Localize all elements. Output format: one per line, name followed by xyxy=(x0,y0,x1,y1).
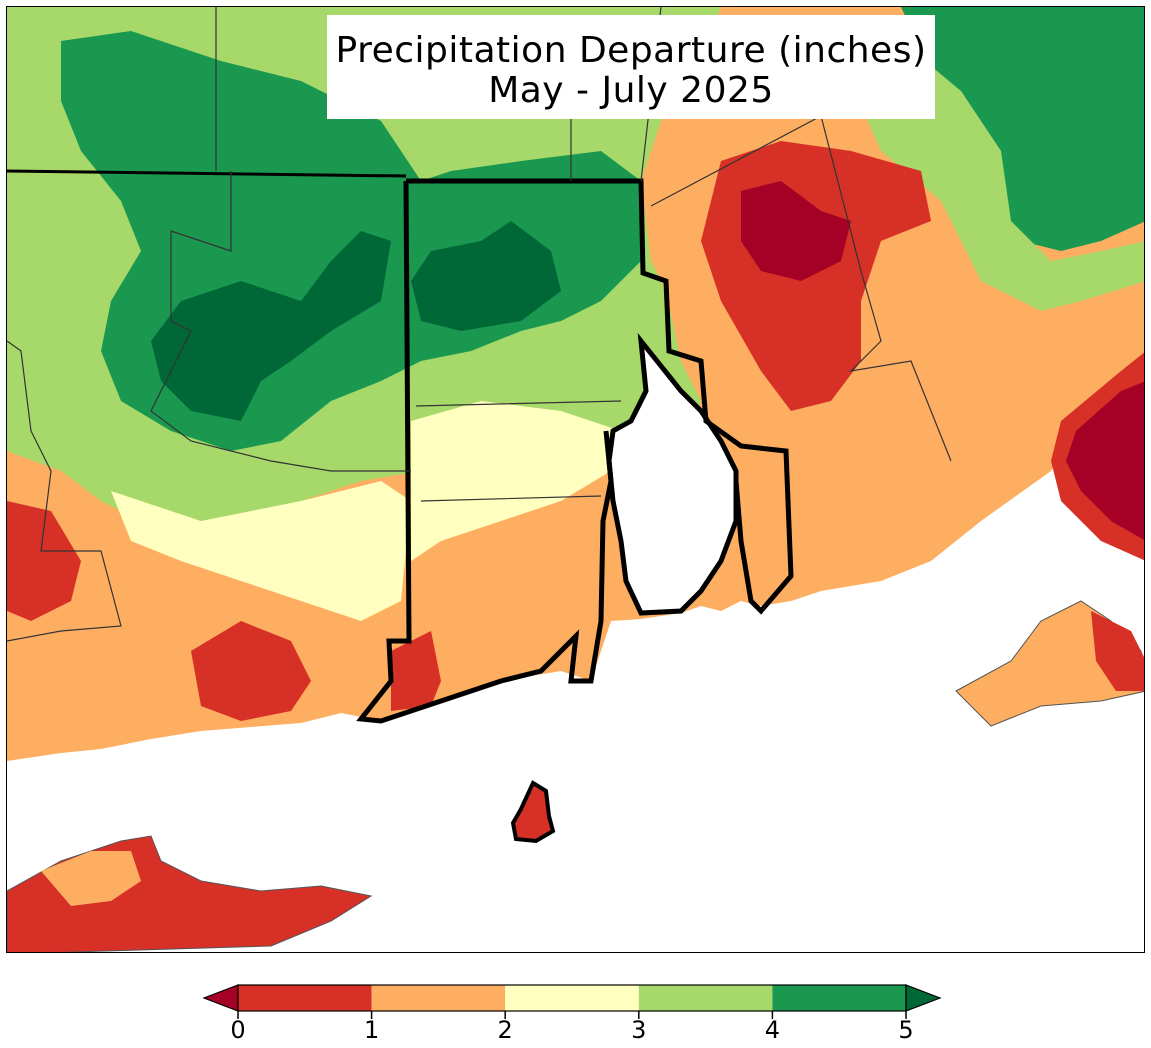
colorbar-extend-max xyxy=(905,984,942,1012)
zone-gt5-ri xyxy=(411,221,561,331)
zone-0-1-sw xyxy=(7,501,81,621)
colorbar-ticks xyxy=(237,1011,907,1019)
zone-lt0-east xyxy=(741,181,851,281)
colorbar xyxy=(202,984,942,1019)
block-island xyxy=(510,780,556,844)
zone-0-1-s-ct xyxy=(191,621,311,721)
zone-lt0-se xyxy=(1066,381,1144,540)
colorbar-tick-label: 2 xyxy=(497,1016,513,1044)
colorbar-bin xyxy=(638,985,773,1011)
map-frame: Precipitation Departure (inches) May - J… xyxy=(6,6,1145,953)
zone-0-1-ri-sw xyxy=(391,631,441,711)
colorbar-tick-label: 0 xyxy=(230,1016,246,1044)
zone-gt5-west xyxy=(151,231,391,421)
title-box: Precipitation Departure (inches) May - J… xyxy=(327,15,935,119)
colorbar-outline xyxy=(237,984,907,1012)
colorbar-tick-label: 1 xyxy=(363,1016,380,1044)
long-island-orange xyxy=(41,851,141,906)
zone-2-3-west xyxy=(111,481,411,621)
colorbar-tick-label: 4 xyxy=(764,1016,781,1044)
colorbar-tick-label: 3 xyxy=(631,1016,647,1044)
island-east-red xyxy=(1091,611,1144,691)
colorbar-bin xyxy=(238,985,372,1011)
colorbar-extend-min xyxy=(202,984,239,1012)
county-lines xyxy=(7,7,952,642)
zone-2-3-south xyxy=(411,401,621,561)
map-subtitle: May - July 2025 xyxy=(488,70,774,111)
colorbar-bin xyxy=(371,985,506,1011)
colorbar-tick-label: 5 xyxy=(898,1016,914,1044)
ct-ma-border xyxy=(7,169,407,178)
colorbar-bin xyxy=(505,985,639,1011)
colorbar-bin xyxy=(772,985,906,1011)
colorbar-bins xyxy=(202,984,942,1012)
map-title: Precipitation Departure (inches) xyxy=(335,30,927,71)
zone-4-5-ne xyxy=(901,7,1144,251)
precipitation-map xyxy=(7,7,1144,952)
ri-border xyxy=(356,178,794,724)
narragansett-bay xyxy=(606,332,739,616)
